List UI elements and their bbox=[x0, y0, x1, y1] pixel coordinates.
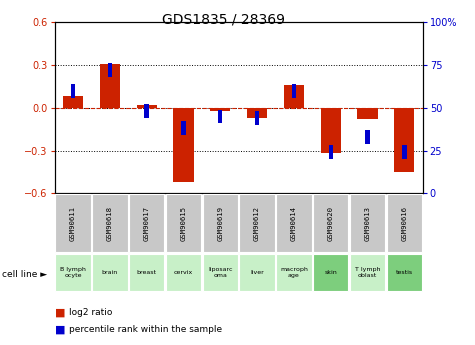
Bar bbox=[402, 145, 407, 159]
Text: log2 ratio: log2 ratio bbox=[69, 308, 112, 317]
FancyBboxPatch shape bbox=[166, 254, 201, 291]
Text: skin: skin bbox=[324, 270, 337, 275]
FancyBboxPatch shape bbox=[313, 195, 348, 253]
Bar bbox=[247, 108, 267, 118]
FancyBboxPatch shape bbox=[387, 195, 422, 253]
Bar bbox=[218, 109, 222, 123]
Bar bbox=[284, 85, 304, 108]
FancyBboxPatch shape bbox=[350, 254, 385, 291]
Text: GDS1835 / 28369: GDS1835 / 28369 bbox=[162, 12, 285, 26]
FancyBboxPatch shape bbox=[56, 195, 91, 253]
Text: ■: ■ bbox=[55, 307, 65, 317]
Bar bbox=[357, 108, 378, 119]
Bar bbox=[394, 108, 415, 172]
FancyBboxPatch shape bbox=[92, 254, 127, 291]
Text: cell line ►: cell line ► bbox=[2, 270, 48, 279]
Text: GSM90618: GSM90618 bbox=[107, 206, 113, 241]
Bar bbox=[144, 105, 149, 118]
FancyBboxPatch shape bbox=[387, 254, 422, 291]
Bar bbox=[100, 64, 120, 108]
Text: T lymph
oblast: T lymph oblast bbox=[355, 267, 380, 278]
Bar bbox=[365, 130, 370, 144]
FancyBboxPatch shape bbox=[203, 254, 238, 291]
Text: GSM90615: GSM90615 bbox=[180, 206, 187, 241]
FancyBboxPatch shape bbox=[203, 195, 238, 253]
Text: macroph
age: macroph age bbox=[280, 267, 308, 278]
FancyBboxPatch shape bbox=[350, 195, 385, 253]
FancyBboxPatch shape bbox=[129, 254, 164, 291]
Bar bbox=[71, 84, 75, 98]
Text: GSM90614: GSM90614 bbox=[291, 206, 297, 241]
FancyBboxPatch shape bbox=[239, 254, 275, 291]
FancyBboxPatch shape bbox=[239, 195, 275, 253]
Bar bbox=[255, 111, 259, 125]
Bar bbox=[181, 121, 186, 135]
Text: percentile rank within the sample: percentile rank within the sample bbox=[69, 325, 222, 334]
Text: GSM90619: GSM90619 bbox=[217, 206, 223, 241]
Text: breast: breast bbox=[137, 270, 157, 275]
Text: GSM90616: GSM90616 bbox=[401, 206, 408, 241]
Bar bbox=[321, 108, 341, 153]
Text: liver: liver bbox=[250, 270, 264, 275]
Text: GSM90612: GSM90612 bbox=[254, 206, 260, 241]
Bar bbox=[108, 63, 112, 77]
Text: GSM90613: GSM90613 bbox=[364, 206, 370, 241]
Text: GSM90620: GSM90620 bbox=[328, 206, 334, 241]
FancyBboxPatch shape bbox=[313, 254, 348, 291]
FancyBboxPatch shape bbox=[166, 195, 201, 253]
Text: B lymph
ocyte: B lymph ocyte bbox=[60, 267, 86, 278]
FancyBboxPatch shape bbox=[276, 254, 312, 291]
Bar bbox=[63, 96, 83, 108]
Text: GSM90617: GSM90617 bbox=[143, 206, 150, 241]
FancyBboxPatch shape bbox=[276, 195, 312, 253]
Bar bbox=[329, 145, 333, 159]
Bar bbox=[210, 108, 230, 111]
Bar bbox=[292, 84, 296, 98]
Text: brain: brain bbox=[102, 270, 118, 275]
Text: GSM90611: GSM90611 bbox=[70, 206, 76, 241]
FancyBboxPatch shape bbox=[129, 195, 164, 253]
FancyBboxPatch shape bbox=[56, 254, 91, 291]
Bar bbox=[136, 105, 157, 108]
Bar bbox=[173, 108, 194, 182]
Text: cervix: cervix bbox=[174, 270, 193, 275]
Text: ■: ■ bbox=[55, 325, 65, 334]
Text: liposarc
oma: liposarc oma bbox=[208, 267, 233, 278]
Text: testis: testis bbox=[396, 270, 413, 275]
FancyBboxPatch shape bbox=[92, 195, 127, 253]
